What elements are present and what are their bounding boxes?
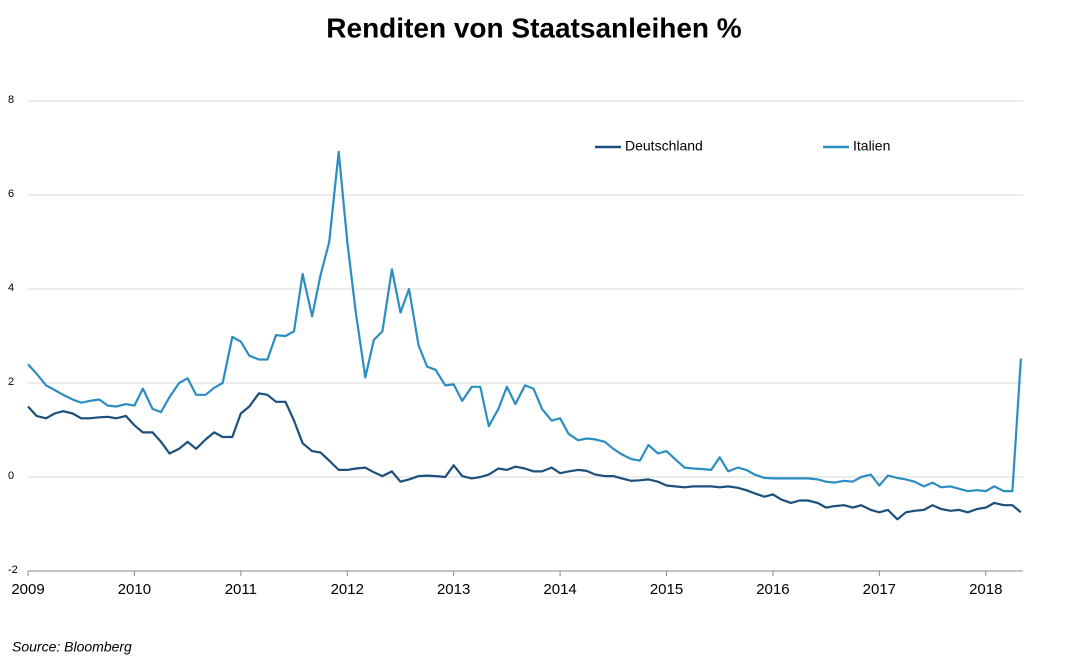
line-series [27,392,1022,521]
x-tick-label: 2016 [756,581,789,598]
x-tick-label: 2011 [225,581,257,598]
y-tick-label: 6 [8,188,14,200]
source: Source: Bloomberg [12,639,132,655]
y-tick-label: -2 [8,564,18,576]
x-tick-label: 2013 [437,581,470,598]
y-tick-label: 0 [8,470,14,482]
x-tick-label: 2015 [650,581,683,598]
y-tick-label: 2 [8,376,14,388]
legend-label: Italien [853,138,890,154]
x-tick-label: 2017 [863,581,896,598]
x-tick-label: 2010 [118,581,151,598]
chart-title: Renditen von Staatsanleihen % [326,12,742,43]
y-tick-label: 4 [8,282,14,294]
line-series [27,150,1022,493]
x-tick-label: 2014 [543,581,576,598]
x-tick-label: 2012 [331,581,364,598]
x-tick-label: 2009 [11,581,44,598]
x-tick-label: 2018 [969,581,1002,598]
legend-label: Deutschland [625,138,703,154]
y-tick-label: 8 [8,94,14,106]
